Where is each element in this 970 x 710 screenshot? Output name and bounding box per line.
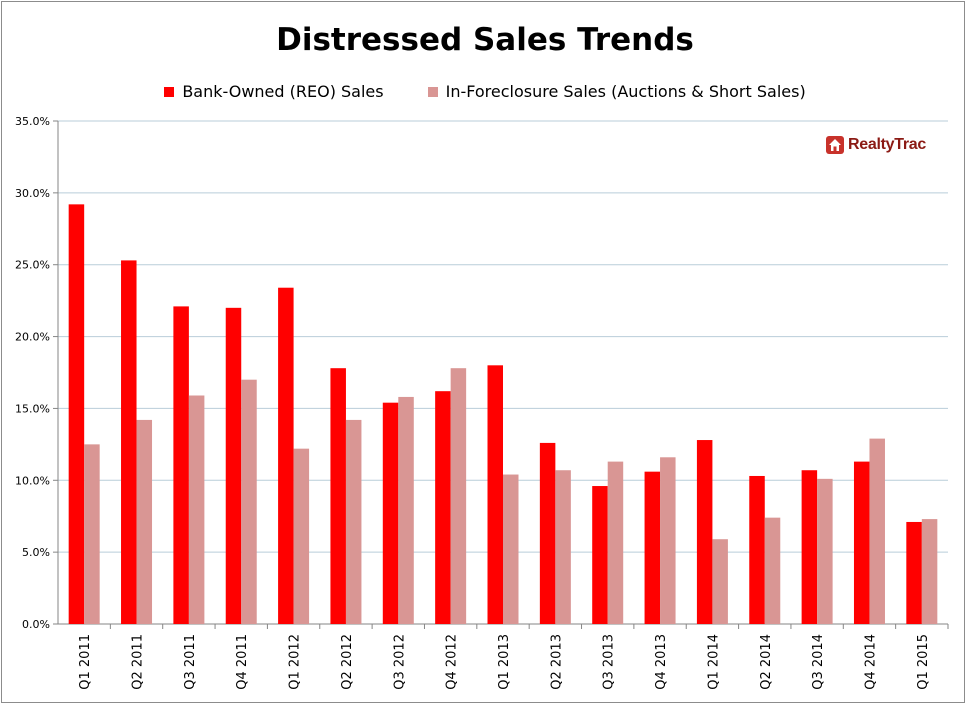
x-tick-label: Q1 2013 <box>497 634 512 690</box>
legend-label-reo: Bank-Owned (REO) Sales <box>182 82 384 101</box>
bar <box>764 517 781 624</box>
bar <box>345 419 362 624</box>
realtytrac-logo: RealtyTrac <box>826 136 926 154</box>
x-tick-label: Q1 2014 <box>706 634 721 690</box>
chart-title: Distressed Sales Trends <box>276 22 694 58</box>
bar <box>173 306 189 624</box>
x-tick-label: Q4 2011 <box>235 634 250 690</box>
bar <box>749 475 765 624</box>
bar <box>241 379 257 624</box>
y-tick-label: 15.0% <box>15 402 50 415</box>
logo-text: RealtyTrac <box>848 136 926 153</box>
legend-swatch-reo <box>164 86 175 97</box>
legend-item-preforeclosure: In-Foreclosure Sales (Auctions & Short S… <box>427 82 806 101</box>
y-tick-label: 10.0% <box>15 474 50 487</box>
bar <box>921 519 938 624</box>
x-tick-label: Q2 2011 <box>131 634 146 690</box>
bar <box>712 539 728 624</box>
legend-label-preforeclosure: In-Foreclosure Sales (Auctions & Short S… <box>445 82 806 101</box>
bar <box>696 440 713 624</box>
x-tick-label: Q1 2015 <box>916 634 931 690</box>
x-tick-label: Q1 2011 <box>78 634 93 690</box>
bar <box>853 461 870 624</box>
bar <box>450 368 467 624</box>
bar <box>84 444 100 624</box>
bar <box>121 260 137 624</box>
x-tick-label: Q2 2013 <box>549 634 564 690</box>
bar <box>435 391 451 624</box>
chart-legend: Bank-Owned (REO) Sales In-Foreclosure Sa… <box>2 82 968 101</box>
bar <box>801 470 818 624</box>
bar <box>817 478 833 624</box>
bar <box>278 287 294 624</box>
x-tick-label: Q4 2012 <box>445 634 460 690</box>
x-tick-label: Q1 2012 <box>288 634 303 690</box>
y-tick-label: 5.0% <box>22 546 50 559</box>
x-tick-label: Q4 2013 <box>654 634 669 690</box>
bar <box>869 438 885 624</box>
bar <box>293 448 310 624</box>
bar <box>906 521 922 624</box>
bar <box>644 471 661 624</box>
y-tick-label: 35.0% <box>15 115 50 128</box>
bar <box>382 402 399 624</box>
legend-swatch-preforeclosure <box>427 86 438 97</box>
y-tick-label: 0.0% <box>22 618 50 631</box>
bar <box>607 461 624 624</box>
bar <box>539 442 556 624</box>
bar <box>136 419 153 624</box>
x-tick-label: Q3 2013 <box>602 634 617 690</box>
bar <box>330 368 346 624</box>
x-tick-label: Q2 2012 <box>340 634 355 690</box>
x-tick-label: Q3 2012 <box>392 634 407 690</box>
y-tick-label: 30.0% <box>15 187 50 200</box>
house-icon <box>826 136 844 154</box>
bar <box>555 470 571 624</box>
x-tick-label: Q3 2011 <box>183 634 198 690</box>
legend-item-reo: Bank-Owned (REO) Sales <box>164 82 384 101</box>
bar <box>487 365 503 624</box>
bar <box>225 307 242 624</box>
y-tick-label: 25.0% <box>15 259 50 272</box>
x-tick-label: Q4 2014 <box>863 634 878 690</box>
y-tick-label: 20.0% <box>15 331 50 344</box>
bar <box>188 395 205 624</box>
bar <box>660 457 676 624</box>
x-tick-label: Q2 2014 <box>759 634 774 690</box>
bar <box>398 396 414 624</box>
bar <box>592 486 608 624</box>
bar <box>68 204 85 624</box>
bar <box>503 474 519 624</box>
x-tick-label: Q3 2014 <box>811 634 826 690</box>
